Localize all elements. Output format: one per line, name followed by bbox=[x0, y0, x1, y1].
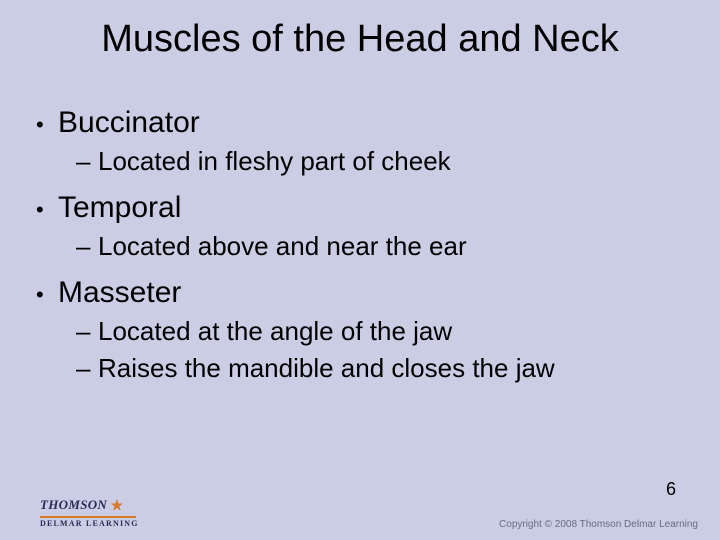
logo-bottom-text: DELMAR LEARNING bbox=[40, 519, 139, 528]
dash-icon: – bbox=[76, 146, 98, 177]
sub-bullet-item: – Located at the angle of the jaw bbox=[76, 316, 684, 347]
bullet-label: Temporal bbox=[58, 191, 181, 225]
bullet-dot-icon: • bbox=[36, 110, 58, 140]
copyright-text: Copyright © 2008 Thomson Delmar Learning bbox=[499, 519, 698, 530]
star-icon: ★ bbox=[111, 499, 124, 514]
bullet-item: • Masseter bbox=[36, 276, 684, 310]
sub-bullet-label: Located above and near the ear bbox=[98, 231, 467, 262]
logo-top-text: THOMSON ★ bbox=[40, 497, 139, 515]
bullet-dot-icon: • bbox=[36, 195, 58, 225]
bullet-dot-icon: • bbox=[36, 280, 58, 310]
slide: Muscles of the Head and Neck • Buccinato… bbox=[0, 0, 720, 540]
sub-bullet-label: Raises the mandible and closes the jaw bbox=[98, 353, 555, 384]
bullet-item: • Temporal bbox=[36, 191, 684, 225]
bullet-group: • Temporal – Located above and near the … bbox=[36, 191, 684, 262]
bullet-label: Masseter bbox=[58, 276, 181, 310]
slide-content: • Buccinator – Located in fleshy part of… bbox=[36, 106, 684, 398]
logo-divider bbox=[40, 516, 136, 518]
publisher-logo: THOMSON ★ DELMAR LEARNING bbox=[40, 497, 139, 528]
logo-brand: THOMSON bbox=[40, 497, 107, 512]
dash-icon: – bbox=[76, 231, 98, 262]
sub-bullet-item: – Located in fleshy part of cheek bbox=[76, 146, 684, 177]
slide-footer: THOMSON ★ DELMAR LEARNING Copyright © 20… bbox=[0, 490, 720, 540]
bullet-group: • Masseter – Located at the angle of the… bbox=[36, 276, 684, 384]
bullet-label: Buccinator bbox=[58, 106, 200, 140]
sub-bullet-item: – Raises the mandible and closes the jaw bbox=[76, 353, 684, 384]
sub-bullet-label: Located at the angle of the jaw bbox=[98, 316, 452, 347]
dash-icon: – bbox=[76, 316, 98, 347]
sub-bullet-item: – Located above and near the ear bbox=[76, 231, 684, 262]
slide-title: Muscles of the Head and Neck bbox=[0, 0, 720, 61]
sub-bullet-label: Located in fleshy part of cheek bbox=[98, 146, 451, 177]
bullet-group: • Buccinator – Located in fleshy part of… bbox=[36, 106, 684, 177]
bullet-item: • Buccinator bbox=[36, 106, 684, 140]
dash-icon: – bbox=[76, 353, 98, 384]
